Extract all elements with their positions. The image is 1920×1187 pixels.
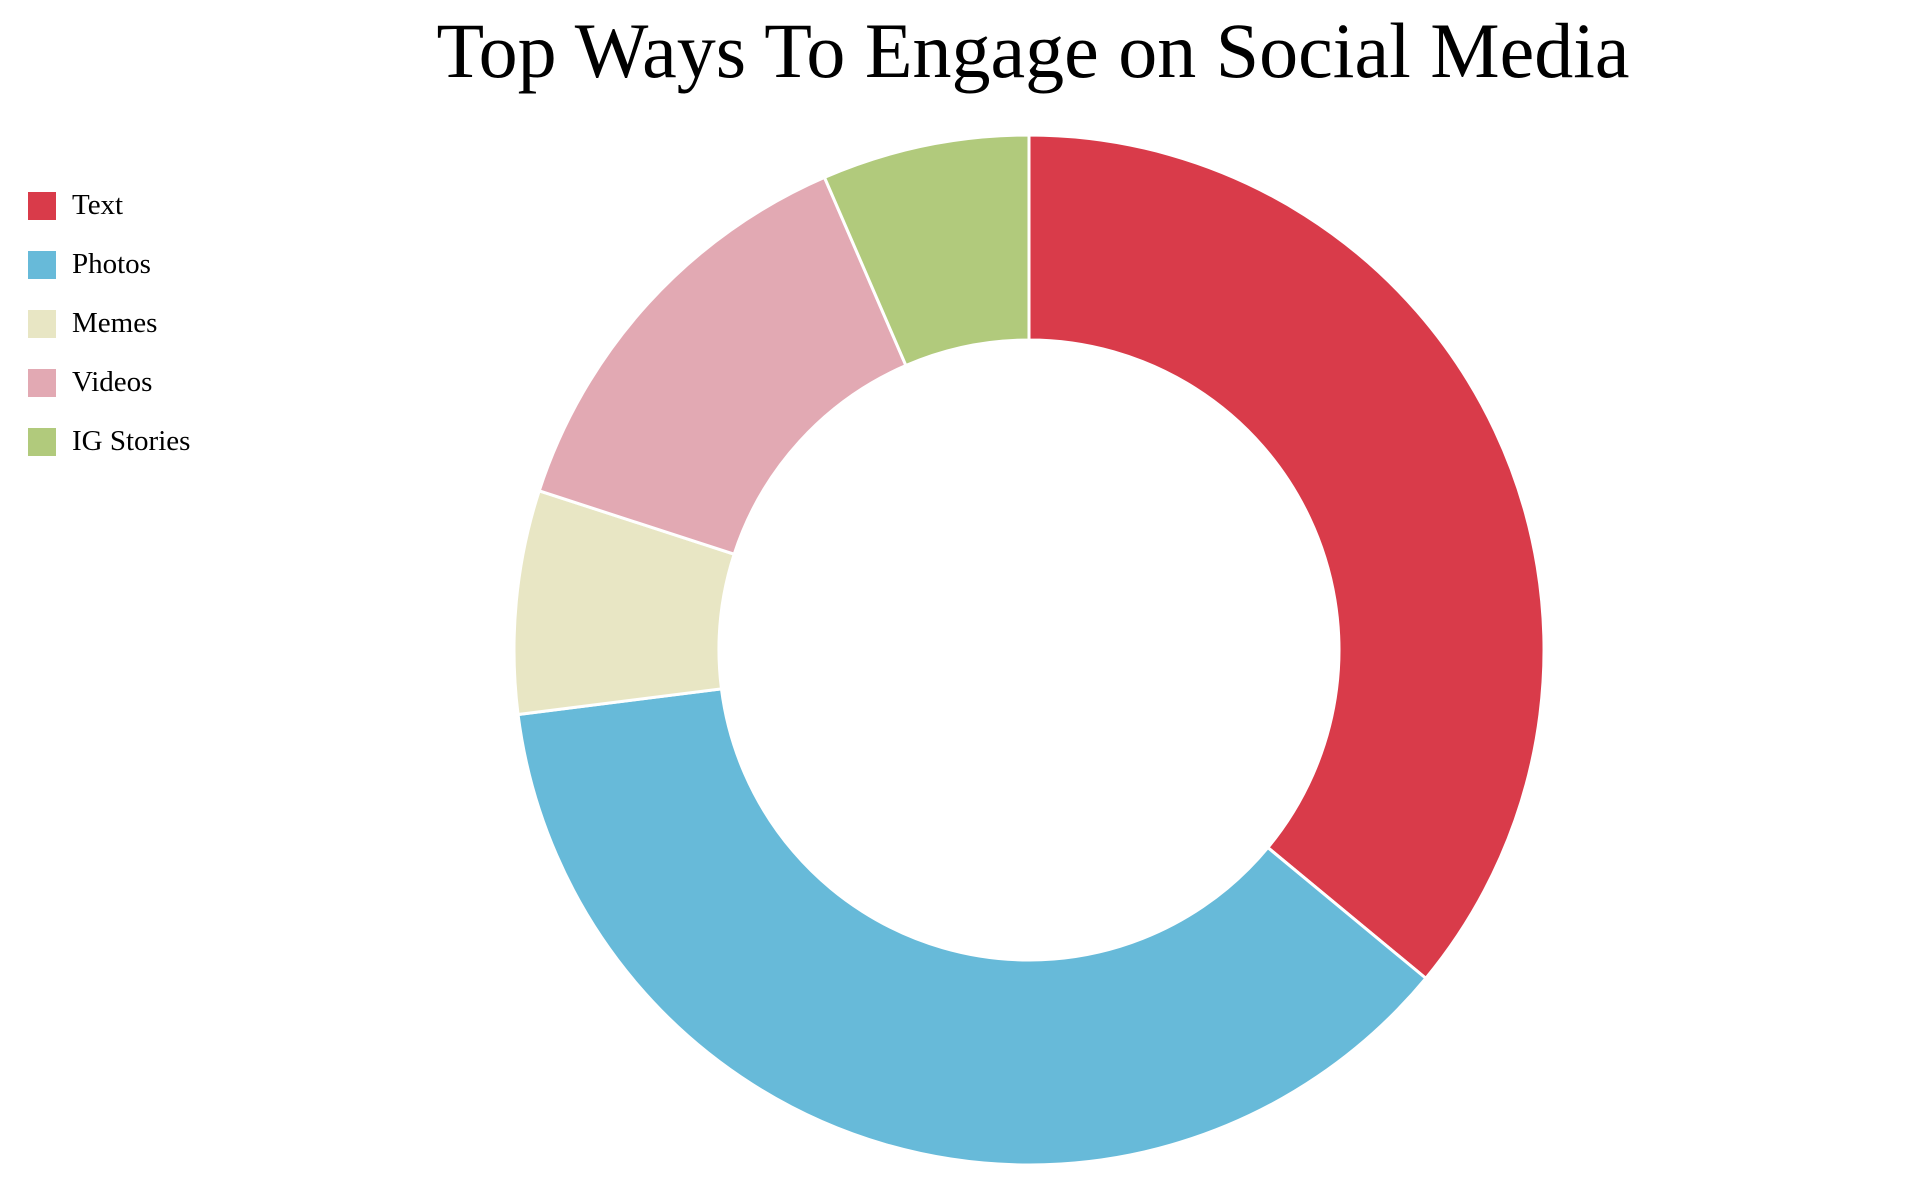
legend-item-videos: Videos bbox=[28, 353, 190, 412]
legend-label-memes: Memes bbox=[72, 307, 158, 339]
slice-text bbox=[1027, 133, 1546, 981]
chart-title: Top Ways To Engage on Social Media bbox=[436, 7, 1630, 94]
legend-label-ig-stories: IG Stories bbox=[72, 425, 191, 457]
legend-swatch-memes bbox=[28, 309, 56, 338]
chart-title-area: Top Ways To Engage on Social Media bbox=[0, 0, 1920, 110]
slice-photos bbox=[516, 687, 1428, 1167]
legend-item-text: Text bbox=[28, 176, 190, 235]
slice-videos bbox=[537, 175, 908, 557]
donut-slices bbox=[512, 133, 1546, 1167]
slice-ig-stories bbox=[822, 133, 1031, 368]
legend-item-photos: Photos bbox=[28, 235, 190, 294]
legend-swatch-videos bbox=[28, 368, 56, 397]
legend-swatch-ig-stories bbox=[28, 427, 56, 456]
legend-label-videos: Videos bbox=[72, 366, 153, 398]
legend-swatch-photos bbox=[28, 250, 56, 279]
legend-label-text: Text bbox=[72, 189, 124, 221]
legend-label-photos: Photos bbox=[72, 248, 151, 280]
legend-item-ig-stories: IG Stories bbox=[28, 412, 190, 471]
legend-swatch-text bbox=[28, 191, 56, 220]
legend-item-memes: Memes bbox=[28, 294, 190, 353]
legend: Text Photos Memes Videos IG Stories bbox=[28, 176, 190, 471]
